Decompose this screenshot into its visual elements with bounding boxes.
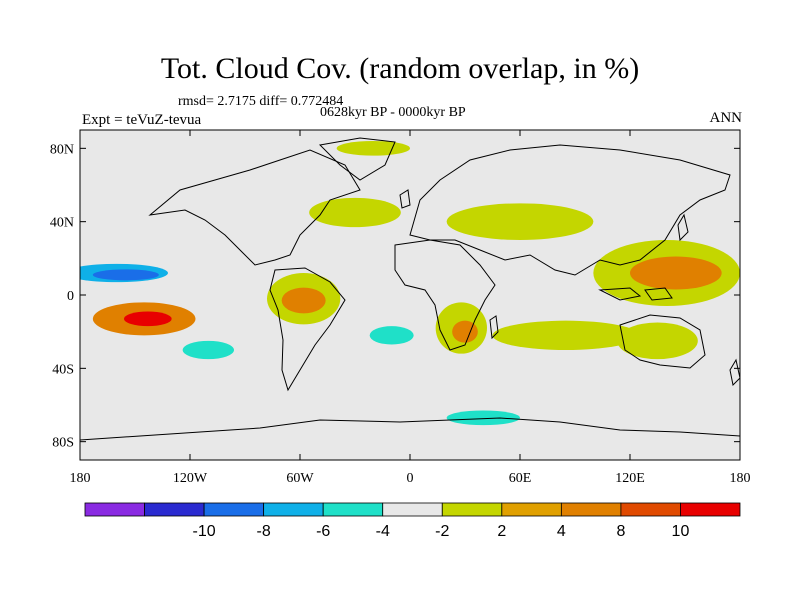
colorbar: -10 -8 -6 -4 -2 2 4 8 10 xyxy=(84,502,741,540)
x-tick-label: 180 xyxy=(70,471,91,486)
colorbar-swatch xyxy=(620,502,681,517)
region-north-atlantic-positive xyxy=(309,197,401,228)
season-text: ANN xyxy=(709,110,743,126)
colorbar-swatch xyxy=(501,502,562,517)
colorbar-label: 8 xyxy=(616,523,625,540)
colorbar-label: -10 xyxy=(193,523,216,540)
x-tick-label: 120E xyxy=(615,471,645,486)
region-south-atlantic-negative xyxy=(369,326,414,345)
x-tick-label: 60E xyxy=(509,471,532,486)
experiment-text: Expt = teVuZ-tevua xyxy=(82,112,202,128)
y-tick-label: 80N xyxy=(50,142,74,157)
colorbar-label: 10 xyxy=(672,523,690,540)
region-amazon-core xyxy=(281,287,326,314)
region-australia-positive xyxy=(617,322,698,360)
colorbar-label: -6 xyxy=(316,523,330,540)
colorbar-swatch xyxy=(84,502,145,517)
colorbar-swatch xyxy=(263,502,324,517)
colorbar-swatch xyxy=(382,502,443,517)
region-arctic-positive xyxy=(336,141,411,156)
stats-text: rmsd= 2.7175 diff= 0.772484 xyxy=(178,94,344,109)
region-south-pacific-negative xyxy=(182,340,234,360)
y-tick-label: 40S xyxy=(52,362,74,377)
x-tick-label: 60W xyxy=(286,471,314,486)
colorbar-label: 2 xyxy=(497,523,506,540)
region-africa-core xyxy=(452,320,478,343)
colorbar-swatch xyxy=(441,502,503,517)
colorbar-swatch xyxy=(322,502,384,517)
region-north-pacific-core xyxy=(92,269,159,281)
coastlines xyxy=(80,137,740,441)
y-tick-label: 80S xyxy=(52,436,74,451)
colorbar-label: -8 xyxy=(257,523,271,540)
colorbar-swatch xyxy=(144,502,205,517)
x-tick-label: 0 xyxy=(407,471,414,486)
colorbar-label: 4 xyxy=(557,523,566,540)
plot-title: Tot. Cloud Cov. (random overlap, in %) xyxy=(160,52,640,85)
map-fill-regions xyxy=(80,141,740,426)
colorbar-swatch xyxy=(680,502,741,517)
region-east-pacific-max xyxy=(123,311,172,327)
colorbar-swatch xyxy=(560,502,622,517)
colorbar-swatch xyxy=(203,502,265,517)
region-eurasia-positive xyxy=(446,203,594,241)
region-west-pacific-core xyxy=(630,256,722,290)
y-tick-label: 40N xyxy=(50,216,74,231)
colorbar-label: -4 xyxy=(376,523,390,540)
x-tick-label: 180 xyxy=(730,471,751,486)
y-tick-label: 0 xyxy=(67,289,74,304)
axis-ticks: 180 120W 60W 0 60E 120E 180 80N 40N 0 40S 80S xyxy=(50,130,751,486)
region-southern-ocean-negative xyxy=(446,410,520,426)
colorbar-label: -2 xyxy=(435,523,449,540)
period-text: 0628kyr BP - 0000kyr BP xyxy=(320,105,466,120)
region-indian-ocean-south xyxy=(492,320,640,351)
x-tick-label: 120W xyxy=(173,471,208,486)
